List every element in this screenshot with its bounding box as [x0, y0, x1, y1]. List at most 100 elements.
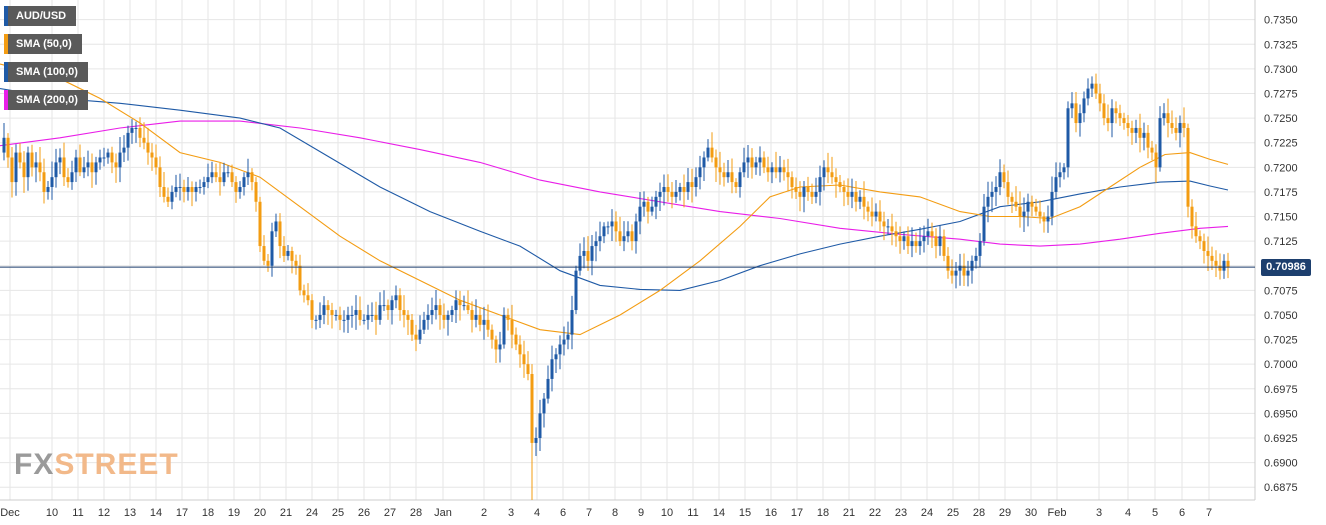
candle-body — [34, 162, 38, 168]
candle-body — [1054, 177, 1058, 192]
candle-body — [394, 295, 398, 301]
candle-body — [566, 334, 570, 340]
candle-body — [494, 339, 498, 350]
candle-body — [750, 157, 754, 168]
candle-body — [278, 221, 282, 247]
candle-body — [1182, 123, 1186, 128]
candle-body — [410, 319, 414, 335]
legend-item: SMA (50,0) — [4, 34, 82, 54]
x-tick-label: 9 — [638, 507, 644, 519]
candle-body — [806, 187, 810, 192]
candle-body — [694, 177, 698, 188]
candle-body — [638, 206, 642, 222]
candle-body — [1022, 211, 1026, 217]
candle-body — [1178, 123, 1182, 133]
candle-body — [1126, 123, 1130, 128]
legend-item: SMA (100,0) — [4, 62, 88, 82]
candle-body — [1082, 98, 1086, 114]
x-tick-label: 14 — [713, 507, 725, 519]
candle-body — [966, 270, 970, 276]
candle-body — [666, 187, 670, 192]
candle-body — [558, 344, 562, 355]
candle-body — [402, 310, 406, 315]
candle-body — [158, 167, 162, 188]
candle-body — [422, 319, 426, 330]
candle-body — [954, 270, 958, 276]
candle-body — [1078, 113, 1082, 124]
candle-body — [1166, 113, 1170, 124]
candle-body — [570, 310, 574, 335]
x-tick-label: 17 — [176, 507, 188, 519]
x-tick-label: 16 — [765, 507, 777, 519]
x-tick-label: 18 — [202, 507, 214, 519]
candle-body — [126, 132, 130, 148]
candle-body — [698, 167, 702, 178]
candle-body — [178, 187, 182, 189]
candle-body — [1222, 260, 1226, 271]
candle-body — [1058, 172, 1062, 178]
candle-body — [778, 167, 782, 173]
candle-body — [878, 211, 882, 222]
y-tick-label: 0.7025 — [1264, 335, 1298, 347]
candle-body — [106, 152, 110, 158]
candle-body — [646, 201, 650, 212]
candle-body — [114, 162, 118, 168]
candle-body — [1214, 260, 1218, 266]
candle-body — [194, 187, 198, 192]
candle-body — [434, 305, 438, 311]
candle-body — [502, 314, 506, 345]
legend-label: SMA (50,0) — [16, 38, 72, 50]
candle-body — [874, 211, 878, 217]
candle-body — [474, 314, 478, 320]
candle-body — [1174, 127, 1178, 133]
candle-body — [390, 300, 394, 311]
candle-body — [718, 167, 722, 173]
x-tick-label: 4 — [1125, 507, 1131, 519]
x-tick-label: 12 — [98, 507, 110, 519]
candle-body — [742, 162, 746, 173]
legend-label: SMA (200,0) — [16, 94, 78, 106]
candle-body — [722, 172, 726, 178]
candle-body — [238, 187, 242, 192]
candle-body — [118, 152, 122, 168]
candle-body — [254, 182, 258, 202]
y-tick-label: 0.6950 — [1264, 408, 1298, 420]
candle-body — [534, 437, 538, 443]
x-tick-label: 21 — [843, 507, 855, 519]
candle-body — [358, 310, 362, 320]
candle-body — [990, 191, 994, 197]
candle-body — [746, 157, 750, 163]
y-tick-label: 0.7000 — [1264, 359, 1298, 371]
candle-body — [870, 211, 874, 217]
candle-body — [1106, 118, 1110, 124]
candle-body — [38, 162, 42, 173]
candle-body — [946, 255, 950, 271]
candle-body — [678, 187, 682, 192]
y-tick-label: 0.7125 — [1264, 236, 1298, 248]
candle-body — [622, 236, 626, 242]
candle-body — [594, 241, 598, 247]
candle-body — [314, 319, 318, 321]
candle-body — [786, 172, 790, 178]
candle-body — [858, 196, 862, 202]
plot-area — [0, 0, 1255, 500]
candle-body — [190, 187, 194, 192]
candle-body — [714, 157, 718, 168]
x-tick-label: 30 — [1025, 507, 1037, 519]
candle-body — [738, 172, 742, 188]
y-tick-label: 0.7325 — [1264, 39, 1298, 51]
candle-body — [1086, 88, 1090, 99]
candle-body — [258, 201, 262, 247]
candle-body — [686, 182, 690, 192]
candle-body — [470, 310, 474, 320]
x-tick-label: 27 — [384, 507, 396, 519]
candle-body — [902, 236, 906, 242]
candle-body — [518, 344, 522, 355]
y-tick-label: 0.7275 — [1264, 89, 1298, 101]
candle-body — [1102, 103, 1106, 119]
candle-body — [850, 191, 854, 197]
y-tick-label: 0.7050 — [1264, 310, 1298, 322]
candle-body — [90, 162, 94, 173]
x-tick-label: 4 — [534, 507, 540, 519]
